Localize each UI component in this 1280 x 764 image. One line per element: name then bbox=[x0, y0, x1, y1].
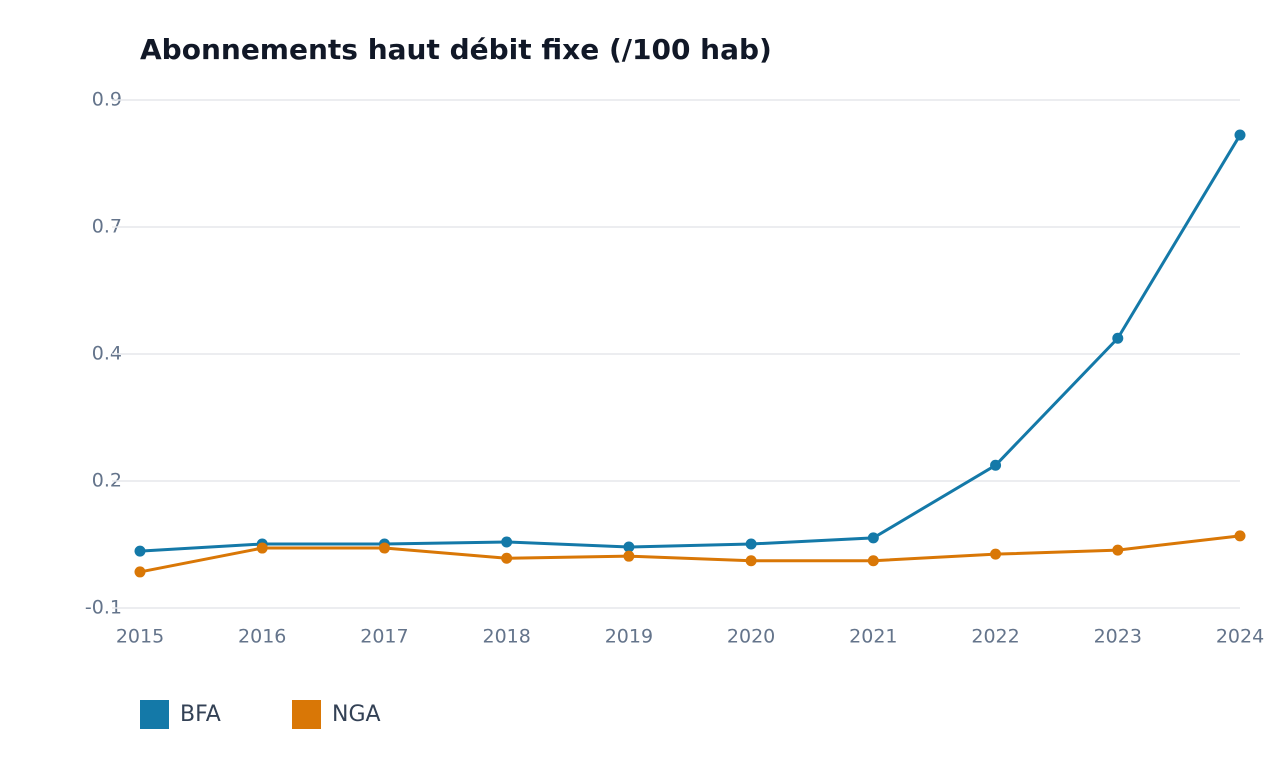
x-tick-label: 2018 bbox=[482, 626, 530, 648]
x-tick-label: 2019 bbox=[605, 626, 653, 648]
legend-label: BFA bbox=[180, 702, 221, 727]
series-line bbox=[139, 134, 1242, 553]
y-tick-label: 0.7 bbox=[92, 216, 122, 238]
data-point bbox=[990, 548, 1002, 560]
x-tick-label: 2015 bbox=[116, 626, 164, 648]
data-point bbox=[501, 536, 513, 548]
data-point bbox=[134, 566, 146, 578]
x-tick-label: 2020 bbox=[727, 626, 775, 648]
y-tick-label: 0.2 bbox=[92, 470, 122, 492]
y-tick-label: -0.1 bbox=[85, 597, 122, 619]
data-point bbox=[134, 545, 146, 557]
data-point bbox=[867, 555, 879, 567]
legend-swatch bbox=[140, 700, 169, 729]
data-point bbox=[623, 550, 635, 562]
data-point bbox=[745, 538, 757, 550]
data-point bbox=[1234, 129, 1246, 141]
y-tick-label: 0.4 bbox=[92, 343, 122, 365]
data-point bbox=[867, 532, 879, 544]
x-tick-label: 2016 bbox=[238, 626, 286, 648]
legend-swatch bbox=[292, 700, 321, 729]
x-tick-label: 2021 bbox=[849, 626, 897, 648]
data-point bbox=[1112, 544, 1124, 556]
data-point bbox=[745, 555, 757, 567]
data-point bbox=[501, 552, 513, 564]
chart-title: Abonnements haut débit fixe (/100 hab) bbox=[140, 33, 772, 66]
series-line bbox=[139, 534, 1241, 574]
data-point bbox=[1234, 530, 1246, 542]
x-tick-label: 2024 bbox=[1216, 626, 1264, 648]
data-point bbox=[990, 459, 1002, 471]
data-point bbox=[256, 542, 268, 554]
legend-label: NGA bbox=[332, 702, 381, 727]
x-tick-label: 2023 bbox=[1094, 626, 1142, 648]
data-point bbox=[623, 541, 635, 553]
x-tick-label: 2017 bbox=[360, 626, 408, 648]
x-tick-label: 2022 bbox=[971, 626, 1019, 648]
data-point bbox=[378, 542, 390, 554]
data-point bbox=[1112, 332, 1124, 344]
y-tick-label: 0.9 bbox=[92, 89, 122, 111]
